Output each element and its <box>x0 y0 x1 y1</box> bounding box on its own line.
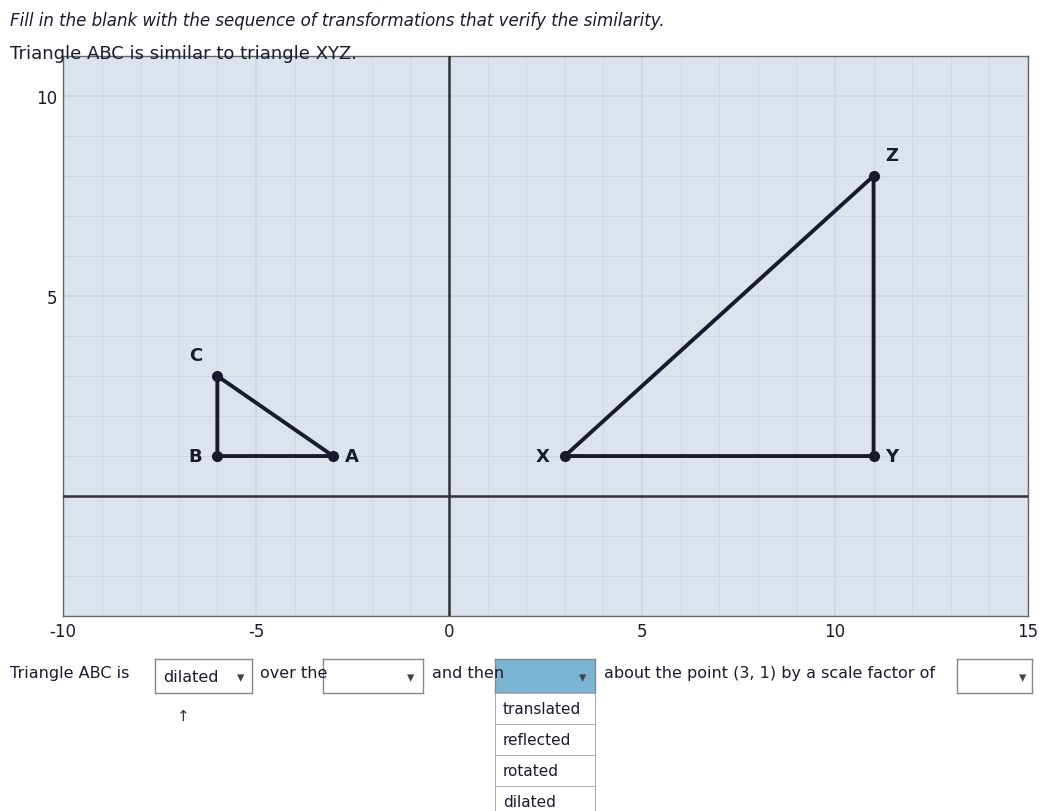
Text: over the: over the <box>260 665 327 680</box>
Text: translated: translated <box>504 702 581 716</box>
Text: ▾: ▾ <box>579 669 586 684</box>
Text: A: A <box>345 448 359 466</box>
Text: ↑: ↑ <box>177 708 190 723</box>
Text: Fill in the blank with the sequence of transformations that verify the similarit: Fill in the blank with the sequence of t… <box>10 12 665 30</box>
Text: C: C <box>189 346 201 365</box>
Text: ▾: ▾ <box>1019 669 1026 684</box>
Text: X: X <box>535 448 550 466</box>
Text: Triangle ABC is: Triangle ABC is <box>10 665 130 680</box>
Text: B: B <box>188 448 201 466</box>
Text: Z: Z <box>885 147 898 165</box>
Text: dilated: dilated <box>163 669 218 684</box>
Text: dilated: dilated <box>504 794 556 809</box>
Text: and then: and then <box>432 665 505 680</box>
Text: ▾: ▾ <box>407 669 414 684</box>
Text: Triangle ABC is similar to triangle XYZ.: Triangle ABC is similar to triangle XYZ. <box>10 45 358 62</box>
Text: about the point (3, 1) by a scale factor of: about the point (3, 1) by a scale factor… <box>604 665 936 680</box>
Text: rotated: rotated <box>504 763 559 778</box>
Text: ▾: ▾ <box>237 669 244 684</box>
Text: Y: Y <box>885 448 898 466</box>
Text: reflected: reflected <box>504 732 572 747</box>
